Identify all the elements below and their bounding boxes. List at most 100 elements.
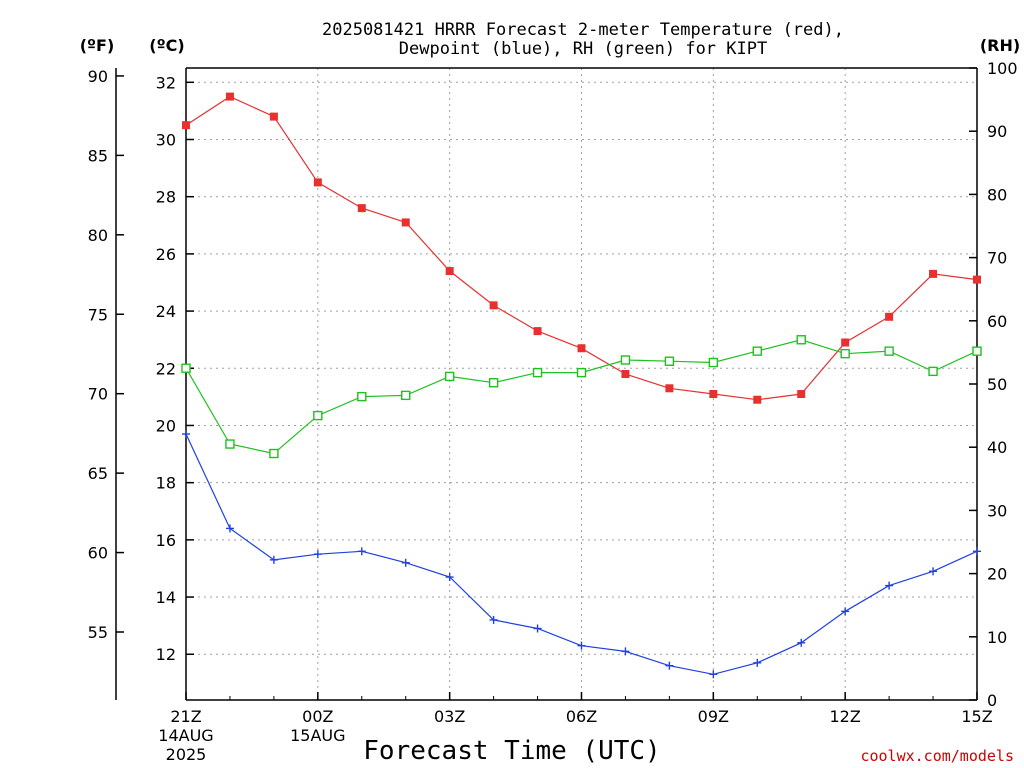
temperature-point (313, 178, 322, 187)
x-axis-label: Forecast Time (UTC) (363, 736, 660, 766)
temperature-point (182, 121, 190, 130)
rh-point (884, 346, 894, 356)
rh-point (620, 355, 631, 365)
x-tick-label: 00Z (302, 707, 333, 726)
temperature-point (445, 267, 454, 276)
rh-tick-label: 80 (987, 185, 1007, 204)
temperature-point (357, 204, 366, 213)
dewpoint-point (841, 607, 850, 616)
x-tick-label: 03Z (434, 707, 465, 726)
dewpoint-point (269, 555, 278, 564)
rh-tick-label: 40 (987, 438, 1007, 457)
rh-axis-ticks: 0 10 20 30 40 50 60 70 80 90 100 (969, 59, 1018, 710)
dewpoint-point (533, 624, 542, 633)
f-tick-label: 90 (88, 67, 108, 86)
rh-point (840, 348, 850, 359)
fahrenheit-unit-label: (ºF) (80, 36, 115, 55)
dewpoint-point (489, 615, 498, 624)
x-tick-label: 12Z (830, 707, 861, 726)
c-tick-label: 30 (156, 130, 176, 149)
temperature-point (885, 312, 894, 321)
rh-point (401, 390, 411, 401)
dewpoint-point (973, 547, 981, 556)
rh-series (181, 335, 982, 459)
dewpoint-point (313, 550, 322, 559)
temperature-point (753, 395, 762, 404)
dewpoint-point (709, 670, 718, 679)
x-tick-label: 09Z (698, 707, 729, 726)
rh-point (444, 371, 455, 382)
rh-tick-label: 100 (987, 59, 1018, 78)
c-tick-label: 32 (156, 73, 176, 92)
f-tick-label: 85 (88, 146, 108, 165)
f-tick-label: 65 (88, 464, 108, 483)
dewpoint-point (621, 647, 630, 656)
temperature-point (533, 327, 542, 336)
temperature-series (182, 92, 981, 404)
rh-tick-label: 90 (987, 122, 1007, 141)
chart-title-line2: Dewpoint (blue), RH (green) for KIPT (399, 39, 767, 59)
rh-tick-label: 30 (987, 501, 1007, 520)
dewpoint-point (929, 567, 938, 576)
dewpoint-point (182, 430, 190, 439)
dewpoint-point (797, 638, 806, 647)
chart-title-line1: 2025081421 HRRR Forecast 2-meter Tempera… (322, 20, 844, 40)
rh-point (532, 367, 543, 378)
dewpoint-series (182, 430, 981, 679)
dewpoint-point (885, 581, 894, 590)
rh-unit-label: (RH) (980, 36, 1020, 55)
c-tick-label: 26 (156, 245, 176, 264)
f-tick-label: 70 (88, 385, 108, 404)
c-tick-label: 14 (156, 588, 176, 607)
rh-point (181, 363, 191, 373)
rh-point (928, 366, 938, 377)
rh-point (269, 448, 279, 459)
rh-tick-label: 10 (987, 628, 1007, 647)
dewpoint-point (753, 658, 762, 667)
rh-point (313, 410, 323, 421)
f-tick-label: 75 (88, 305, 108, 324)
c-tick-label: 20 (156, 416, 176, 435)
c-tick-label: 22 (156, 359, 176, 378)
temperature-point (577, 344, 586, 353)
x-tick-label: 06Z (566, 707, 597, 726)
temperature-point (269, 112, 278, 121)
temperature-point (797, 390, 806, 399)
dewpoint-point (225, 524, 234, 533)
c-tick-label: 16 (156, 531, 176, 550)
x-tick-date: 14AUG (158, 726, 213, 745)
temperature-point (225, 92, 234, 101)
x-tick-label: 21Z (170, 707, 201, 726)
x-tick-date: 15AUG (290, 726, 345, 745)
rh-point (576, 367, 587, 378)
celsius-axis-ticks: 12 14 16 18 20 22 24 26 28 30 32 (156, 73, 194, 664)
data-series (181, 92, 982, 679)
celsius-unit-label: (ºC) (149, 36, 184, 55)
c-tick-label: 24 (156, 302, 176, 321)
c-tick-label: 18 (156, 474, 176, 493)
f-tick-label: 60 (88, 544, 108, 563)
dewpoint-point (577, 641, 586, 650)
axes (115, 67, 978, 701)
rh-point (752, 346, 762, 356)
temperature-point (709, 390, 718, 399)
rh-point (664, 356, 675, 366)
temperature-point (665, 384, 674, 393)
rh-tick-label: 50 (987, 375, 1007, 394)
rh-point (225, 439, 235, 449)
temperature-point (841, 338, 850, 347)
dewpoint-point (401, 558, 410, 567)
rh-point (488, 378, 499, 388)
credit-text: coolwx.com/models (860, 747, 1014, 765)
rh-point (972, 346, 982, 356)
f-tick-label: 55 (88, 623, 108, 642)
c-tick-label: 28 (156, 188, 176, 207)
x-tick-year: 2025 (166, 745, 207, 764)
dewpoint-point (357, 547, 366, 556)
c-tick-label: 12 (156, 645, 176, 664)
rh-tick-label: 20 (987, 565, 1007, 584)
f-tick-label: 80 (88, 226, 108, 245)
x-tick-label: 15Z (961, 707, 992, 726)
